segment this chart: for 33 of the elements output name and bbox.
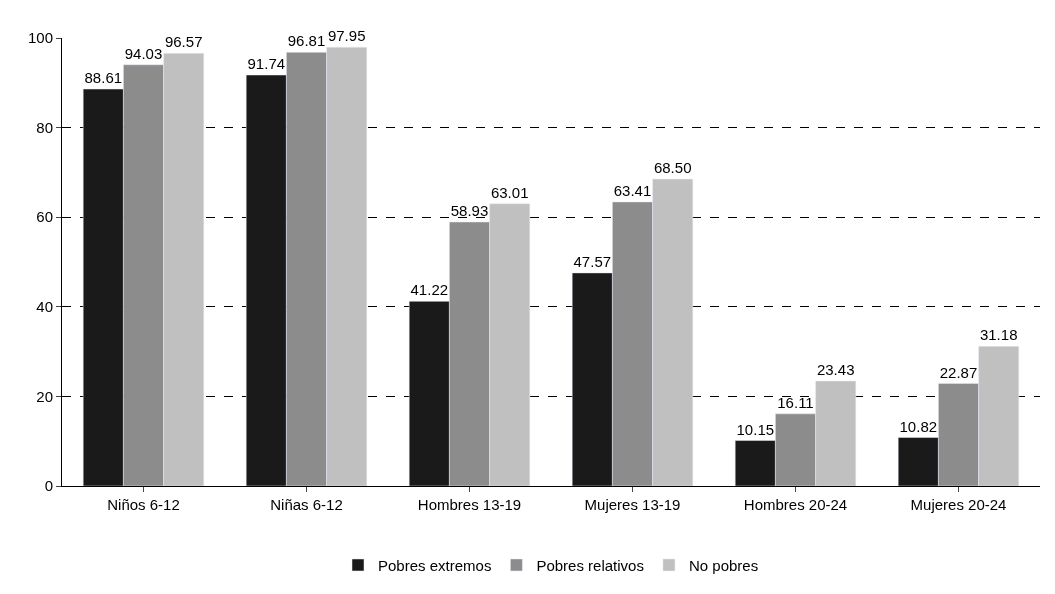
x-tick-label: Hombres 20-24 [743,496,848,513]
x-tick-label: Hombres 13-19 [417,496,522,513]
text: 63.01 [490,183,529,201]
legend-label: Pobres relativos [536,556,644,574]
text: 97.95 [327,27,366,45]
x-tick-label: Niños 6-12 [107,496,180,513]
y-tick-label: 60 [36,208,53,226]
text: 58.93 [450,201,489,219]
text: 91.74 [247,55,286,72]
text: 96.81 [287,32,326,50]
text: 10.15 [736,420,775,438]
text: 31.18 [979,326,1018,344]
text: 10.82 [899,417,938,435]
x-tick-label: Mujeres 20-24 [910,496,1007,513]
text: 16.11 [777,393,814,411]
y-tick-label: 20 [36,387,53,405]
text: 63.41 [613,181,652,199]
y-tick-label: 80 [36,118,53,136]
y-tick-label: 0 [44,477,53,495]
text: 96.57 [164,33,203,51]
y-tick-label: 40 [36,298,53,316]
y-tick-label: 100 [27,29,53,47]
text: 22.87 [939,363,978,381]
text: 41.22 [410,281,449,299]
text: 68.50 [653,159,692,177]
text: 23.43 [816,361,855,379]
text: 47.57 [573,252,612,270]
x-tick-label: Niñas 6-12 [270,496,343,513]
legend-label: No pobres [688,556,759,574]
legend-label: Pobres extremos [378,556,492,574]
x-tick-label: Mujeres 13-19 [584,496,681,513]
text: 88.61 [84,69,123,87]
text: 94.03 [124,44,163,62]
